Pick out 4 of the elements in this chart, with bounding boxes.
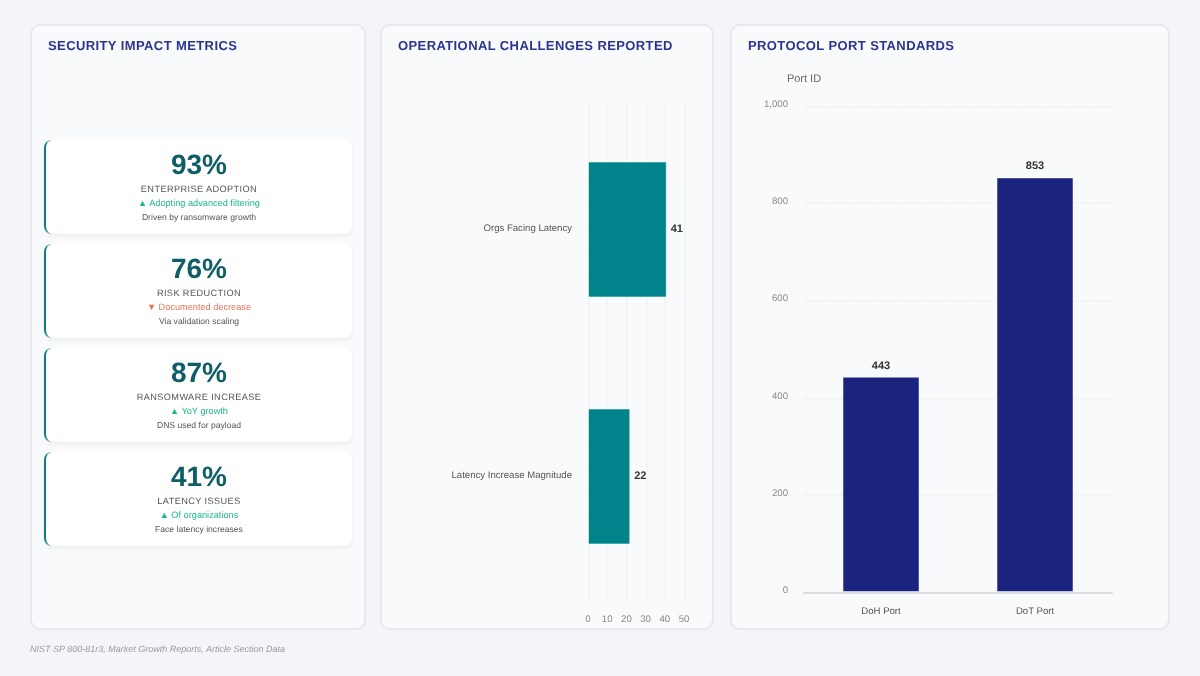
text: 41%	[168, 460, 230, 492]
text: 87%	[168, 356, 230, 388]
text: 76%	[168, 252, 230, 284]
text: 93%	[168, 148, 230, 180]
